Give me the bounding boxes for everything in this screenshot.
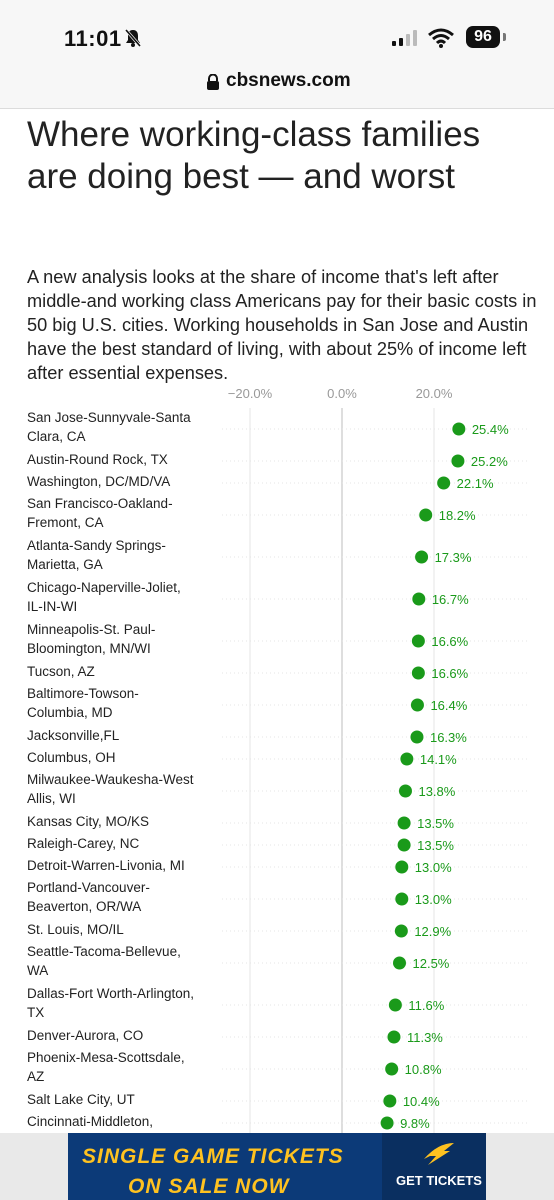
category-label: Milwaukee-Waukesha-West Allis, WI	[27, 772, 194, 806]
ad-side-left	[0, 1133, 68, 1200]
data-label: 11.3%	[407, 1030, 443, 1045]
data-label: 9.8%	[400, 1116, 430, 1131]
get-tickets-label: GET TICKETS	[396, 1173, 482, 1188]
data-point[interactable]	[395, 860, 409, 874]
category-label: Salt Lake City, UT	[27, 1092, 135, 1107]
category-label: Minneapolis-St. Paul-Bloomington, MN/WI	[27, 622, 155, 656]
category-label: San Jose-Sunnyvale-Santa Clara, CA	[27, 410, 191, 444]
get-tickets-button[interactable]	[382, 1133, 486, 1200]
ad-headline: SINGLE GAME TICKETS	[82, 1145, 344, 1168]
ad-side-right	[486, 1133, 554, 1200]
x-tick-label: 20.0%	[416, 386, 453, 401]
category-label: Atlanta-Sandy Springs-Marietta, GA	[27, 538, 166, 572]
data-label: 18.2%	[439, 508, 476, 523]
data-label: 17.3%	[435, 550, 472, 565]
article-dek: A new analysis looks at the share of inc…	[27, 267, 537, 383]
data-label: 12.5%	[413, 956, 450, 971]
category-label: Seattle-Tacoma-Bellevue, WA	[27, 944, 181, 978]
data-point[interactable]	[393, 956, 406, 970]
ad-banner[interactable]: SINGLE GAME TICKETS ON SALE NOW GET TICK…	[68, 1133, 486, 1200]
data-label: 16.7%	[432, 592, 469, 607]
data-point[interactable]	[451, 454, 465, 468]
article-headline: Where working-class families are doing b…	[27, 115, 481, 196]
dot-chart: −20.0% 0.0% 20.0% San Jose-Sunnyvale-Santa C…	[27, 386, 530, 1140]
data-label: 25.2%	[471, 454, 508, 469]
data-label: 13.0%	[415, 892, 452, 907]
data-point[interactable]	[397, 816, 411, 830]
data-point[interactable]	[400, 752, 414, 766]
data-point[interactable]	[388, 998, 402, 1012]
data-point[interactable]	[411, 666, 425, 680]
ad-subheadline: ON SALE NOW	[128, 1175, 290, 1198]
category-label: Austin-Round Rock, TX	[27, 452, 168, 467]
data-label: 10.4%	[403, 1094, 440, 1109]
data-point[interactable]	[394, 924, 408, 938]
data-label: 11.6%	[408, 998, 444, 1013]
data-label: 13.0%	[415, 860, 452, 875]
category-label: Jacksonville,FL	[27, 728, 120, 743]
data-point[interactable]	[383, 1094, 397, 1108]
data-point[interactable]	[398, 784, 412, 798]
data-point[interactable]	[415, 550, 429, 564]
category-label: Denver-Aurora, CO	[27, 1028, 143, 1043]
x-tick-label: 0.0%	[327, 386, 357, 401]
category-label: Dallas-Fort Worth-Arlington, TX	[27, 986, 194, 1020]
data-point[interactable]	[380, 1116, 394, 1130]
bolt-logo-icon	[420, 1139, 456, 1174]
data-label: 12.9%	[414, 924, 451, 939]
wifi-icon	[428, 28, 454, 53]
category-label: Tucson, AZ	[27, 664, 95, 679]
data-label: 13.8%	[418, 784, 455, 799]
data-label: 16.6%	[431, 634, 468, 649]
data-point[interactable]	[397, 838, 411, 852]
category-label: Raleigh-Carey, NC	[27, 836, 140, 851]
category-label: Baltimore-Towson-Columbia, MD	[27, 686, 139, 720]
category-label: Chicago-Naperville-Joliet, IL-IN-WI	[27, 580, 181, 614]
data-point[interactable]	[385, 1062, 399, 1076]
data-label: 16.3%	[430, 730, 467, 745]
x-tick-label: −20.0%	[228, 386, 273, 401]
data-label: 25.4%	[472, 422, 509, 437]
category-label: Kansas City, MO/KS	[27, 814, 149, 829]
battery-indicator: 96	[466, 26, 500, 48]
category-label: Columbus, OH	[27, 750, 116, 765]
cellular-signal-icon	[392, 30, 418, 51]
data-label: 14.1%	[420, 752, 457, 767]
data-point[interactable]	[410, 730, 424, 744]
url-text[interactable]: cbsnews.com	[226, 70, 351, 91]
category-label: St. Louis, MO/IL	[27, 922, 124, 937]
address-bar[interactable]	[0, 64, 554, 109]
data-label: 16.4%	[430, 698, 467, 713]
data-label: 13.5%	[417, 816, 454, 831]
data-label: 13.5%	[417, 838, 454, 853]
category-label: Cincinnati-Middleton,	[27, 1114, 153, 1129]
data-label: 16.6%	[431, 666, 468, 681]
category-label: Detroit-Warren-Livonia, MI	[27, 858, 185, 873]
data-point[interactable]	[395, 892, 409, 906]
status-time: 11:01	[64, 26, 122, 51]
data-point[interactable]	[412, 592, 426, 606]
category-label: Phoenix-Mesa-Scottsdale, AZ	[27, 1050, 185, 1084]
category-label: Portland-Vancouver-Beaverton, OR/WA	[27, 880, 150, 914]
lock-icon	[206, 73, 220, 95]
category-label: San Francisco-Oakland-Fremont, CA	[27, 496, 173, 530]
data-point[interactable]	[452, 422, 466, 436]
battery-tip-icon	[503, 33, 506, 41]
data-point[interactable]	[410, 698, 424, 712]
category-label: Washington, DC/MD/VA	[27, 474, 170, 489]
bell-muted-icon	[124, 28, 142, 53]
data-point[interactable]	[411, 634, 425, 648]
data-label: 22.1%	[457, 476, 494, 491]
data-point[interactable]	[419, 508, 433, 522]
data-label: 10.8%	[405, 1062, 442, 1077]
data-point[interactable]	[437, 476, 451, 490]
data-point[interactable]	[387, 1030, 401, 1044]
status-bar: 11:01 96	[0, 0, 554, 64]
